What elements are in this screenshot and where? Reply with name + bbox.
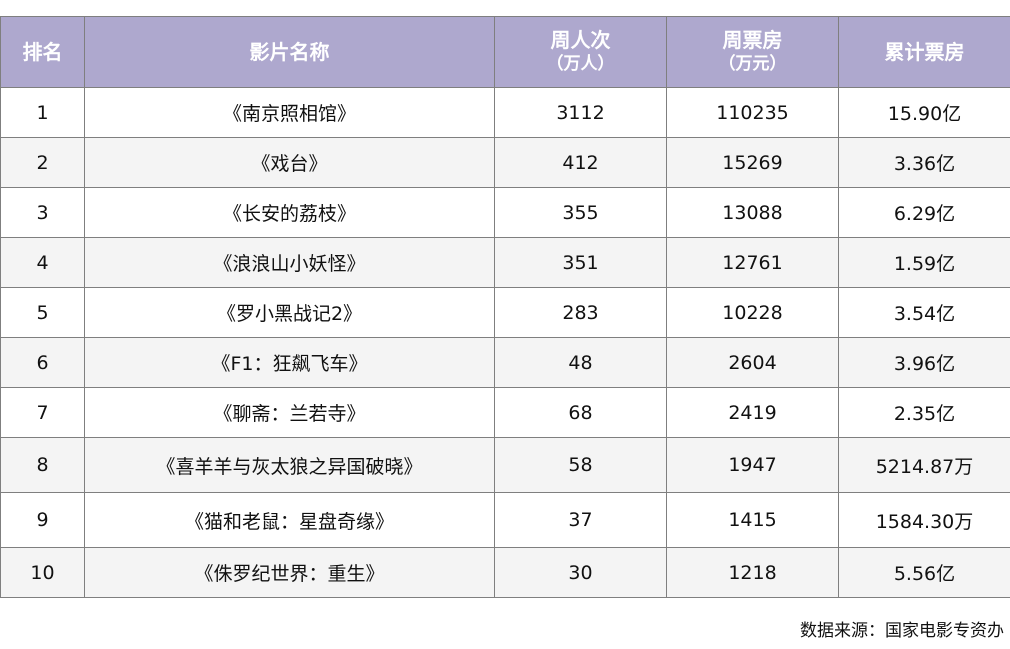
cell-weekly-admissions: 68 (494, 387, 667, 438)
table-header-row: 排名 影片名称 周人次 （万人） 周票房 （万元） 累计票房 (0, 16, 1010, 88)
cell-weekly-gross: 15269 (666, 137, 839, 188)
table-row: 10 《侏罗纪世界：重生》 30 1218 5.56亿 (0, 547, 1010, 598)
header-weekly-gross-label: 周票房 (722, 28, 783, 52)
table-row: 5 《罗小黑战记2》 283 10228 3.54亿 (0, 287, 1010, 338)
cell-total-gross: 3.96亿 (838, 337, 1010, 388)
cell-weekly-gross: 1218 (666, 547, 839, 598)
cell-weekly-gross: 13088 (666, 187, 839, 238)
cell-title: 《F1：狂飙飞车》 (84, 337, 495, 388)
header-weekly-gross-unit: （万元） (718, 54, 787, 74)
cell-weekly-admissions: 351 (494, 237, 667, 288)
cell-title: 《南京照相馆》 (84, 87, 495, 138)
cell-title: 《侏罗纪世界：重生》 (84, 547, 495, 598)
cell-total-gross: 5.56亿 (838, 547, 1010, 598)
table-row: 2 《戏台》 412 15269 3.36亿 (0, 137, 1010, 188)
cell-rank: 3 (0, 187, 85, 238)
cell-weekly-admissions: 30 (494, 547, 667, 598)
header-weekly-admissions-label: 周人次 (550, 28, 611, 52)
cell-weekly-gross: 2419 (666, 387, 839, 438)
cell-weekly-gross: 2604 (666, 337, 839, 388)
cell-weekly-admissions: 355 (494, 187, 667, 238)
cell-weekly-gross: 1947 (666, 437, 839, 493)
cell-weekly-admissions: 58 (494, 437, 667, 493)
header-weekly-gross: 周票房 （万元） (666, 16, 839, 88)
cell-rank: 1 (0, 87, 85, 138)
data-source-note: 数据来源：国家电影专资办 (800, 621, 1004, 641)
table-row: 3 《长安的荔枝》 355 13088 6.29亿 (0, 187, 1010, 238)
cell-total-gross: 2.35亿 (838, 387, 1010, 438)
cell-rank: 9 (0, 492, 85, 548)
table-row: 4 《浪浪山小妖怪》 351 12761 1.59亿 (0, 237, 1010, 288)
header-rank: 排名 (0, 16, 85, 88)
cell-title: 《戏台》 (84, 137, 495, 188)
cell-rank: 5 (0, 287, 85, 338)
cell-total-gross: 1584.30万 (838, 492, 1010, 548)
cell-title: 《罗小黑战记2》 (84, 287, 495, 338)
cell-rank: 4 (0, 237, 85, 288)
cell-title: 《喜羊羊与灰太狼之异国破晓》 (84, 437, 495, 493)
cell-title: 《猫和老鼠：星盘奇缘》 (84, 492, 495, 548)
table-row: 9 《猫和老鼠：星盘奇缘》 37 1415 1584.30万 (0, 492, 1010, 548)
cell-weekly-admissions: 3112 (494, 87, 667, 138)
table-row: 1 《南京照相馆》 3112 110235 15.90亿 (0, 87, 1010, 138)
table-row: 6 《F1：狂飙飞车》 48 2604 3.96亿 (0, 337, 1010, 388)
cell-total-gross: 3.54亿 (838, 287, 1010, 338)
cell-title: 《长安的荔枝》 (84, 187, 495, 238)
cell-total-gross: 6.29亿 (838, 187, 1010, 238)
cell-weekly-gross: 110235 (666, 87, 839, 138)
cell-total-gross: 1.59亿 (838, 237, 1010, 288)
cell-weekly-admissions: 37 (494, 492, 667, 548)
cell-weekly-gross: 12761 (666, 237, 839, 288)
cell-total-gross: 5214.87万 (838, 437, 1010, 493)
cell-title: 《聊斋：兰若寺》 (84, 387, 495, 438)
cell-weekly-gross: 10228 (666, 287, 839, 338)
cell-total-gross: 3.36亿 (838, 137, 1010, 188)
header-title: 影片名称 (84, 16, 495, 88)
cell-weekly-gross: 1415 (666, 492, 839, 548)
cell-weekly-admissions: 283 (494, 287, 667, 338)
cell-rank: 10 (0, 547, 85, 598)
header-weekly-admissions-unit: （万人） (546, 54, 615, 74)
table-row: 8 《喜羊羊与灰太狼之异国破晓》 58 1947 5214.87万 (0, 437, 1010, 493)
header-total-gross: 累计票房 (838, 16, 1010, 88)
cell-rank: 7 (0, 387, 85, 438)
box-office-table: 排名 影片名称 周人次 （万人） 周票房 （万元） 累计票房 1 《南京照相馆》 311… (0, 16, 1010, 598)
cell-rank: 8 (0, 437, 85, 493)
cell-rank: 2 (0, 137, 85, 188)
cell-weekly-admissions: 48 (494, 337, 667, 388)
table-row: 7 《聊斋：兰若寺》 68 2419 2.35亿 (0, 387, 1010, 438)
cell-rank: 6 (0, 337, 85, 388)
cell-total-gross: 15.90亿 (838, 87, 1010, 138)
header-weekly-admissions: 周人次 （万人） (494, 16, 667, 88)
cell-title: 《浪浪山小妖怪》 (84, 237, 495, 288)
cell-weekly-admissions: 412 (494, 137, 667, 188)
